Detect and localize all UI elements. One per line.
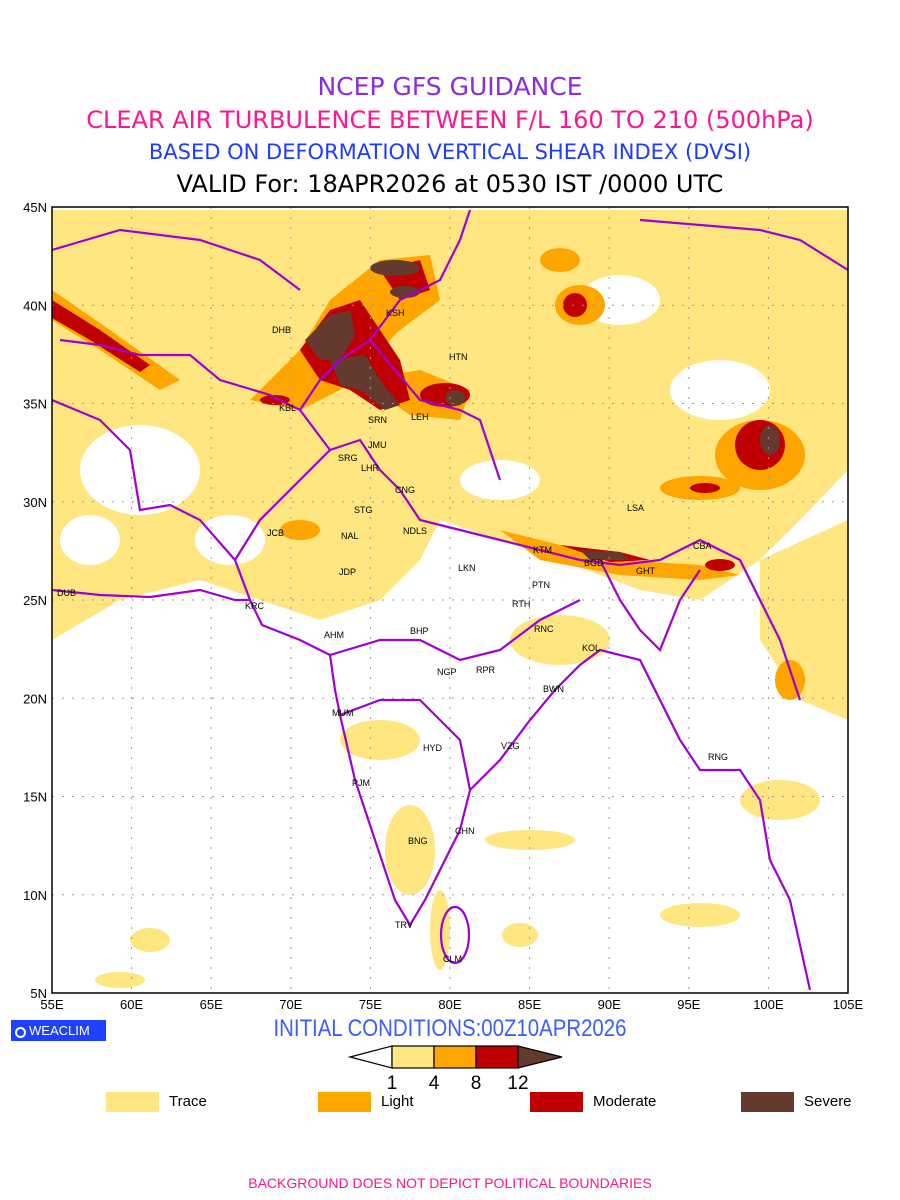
colorbar-tick: 8 xyxy=(471,1073,482,1094)
station-label: RNC xyxy=(534,624,554,634)
station-label: CHN xyxy=(455,826,475,836)
station-label: STG xyxy=(354,505,373,515)
lon-tick-label: 75E xyxy=(359,997,382,1012)
lon-tick-label: 105E xyxy=(833,997,864,1012)
station-label: KRC xyxy=(245,601,265,611)
lon-tick-label: 85E xyxy=(518,997,541,1012)
legend-swatch xyxy=(106,1092,159,1112)
lon-tick-label: 95E xyxy=(677,997,700,1012)
station-label: SRN xyxy=(368,415,387,425)
lat-tick-labels: 45N 40N 35N 30N 25N 20N 15N 10N 5N xyxy=(23,200,47,1001)
lon-tick-label: 100E xyxy=(753,997,784,1012)
disclaimer: BACKGROUND DOES NOT DEPICT POLITICAL BOU… xyxy=(248,1175,652,1191)
lat-tick-label: 40N xyxy=(23,298,47,313)
lon-tick-label: 90E xyxy=(598,997,621,1012)
severe-areas xyxy=(305,260,780,560)
logo-text: WEACLIM xyxy=(29,1023,90,1038)
plot-frame xyxy=(51,206,849,994)
station-label: KBL xyxy=(279,403,296,413)
colorbar-light xyxy=(433,1045,477,1069)
station-label: TRV xyxy=(395,920,413,930)
station-label: DUB xyxy=(57,588,76,598)
station-label: LHR xyxy=(361,463,380,473)
colorbar-trace xyxy=(391,1045,435,1069)
station-label: BNG xyxy=(408,836,428,846)
lat-tick-label: 25N xyxy=(23,593,47,608)
legend-label: Severe xyxy=(804,1093,852,1110)
logo-ring-icon xyxy=(15,1027,26,1038)
colorbar-tick: 1 xyxy=(387,1073,398,1094)
lat-tick-label: 20N xyxy=(23,691,47,706)
lon-tick-label: 65E xyxy=(200,997,223,1012)
legend-label: Trace xyxy=(169,1093,207,1110)
colorbar-ticks: 1 4 8 12 xyxy=(387,1073,529,1094)
station-label: AHM xyxy=(324,630,344,640)
colorbar-severe xyxy=(517,1045,563,1069)
lat-tick-label: 10N xyxy=(23,888,47,903)
station-label: CLM xyxy=(443,954,462,964)
colorbar xyxy=(347,1045,563,1069)
station-label: LSA xyxy=(627,503,644,513)
legend-swatch xyxy=(530,1092,583,1112)
station-label: CBA xyxy=(693,541,712,551)
station-label: LKN xyxy=(458,563,476,573)
station-labels: DHB KSH HTN KBL SRN LEH JMU SRG LHR CNG … xyxy=(57,308,728,964)
chart-subtitle: CLEAR AIR TURBULENCE BETWEEN F/L 160 TO … xyxy=(86,106,814,134)
colorbar-moderate xyxy=(475,1045,519,1069)
valid-time: VALID For: 18APR2026 at 0530 IST /0000 U… xyxy=(176,170,724,198)
legend-label: Light xyxy=(381,1093,414,1110)
station-label: DHB xyxy=(272,325,291,335)
station-label: PJM xyxy=(352,778,370,788)
station-label: BWN xyxy=(543,684,564,694)
station-label: HYD xyxy=(423,743,443,753)
lat-tick-label: 15N xyxy=(23,790,47,805)
lat-tick-label: 30N xyxy=(23,495,47,510)
station-label: HTN xyxy=(449,352,468,362)
colorbar-under xyxy=(347,1045,393,1069)
lat-tick-label: 35N xyxy=(23,397,47,412)
station-label: JMU xyxy=(368,440,387,450)
station-label: NDLS xyxy=(403,526,427,536)
boundaries xyxy=(52,209,848,991)
legend-swatch xyxy=(741,1092,794,1112)
weaclim-logo: WEACLIM xyxy=(11,1020,106,1041)
station-label: SRG xyxy=(338,453,358,463)
chart-title: NCEP GFS GUIDANCE xyxy=(317,72,583,101)
station-label: JDP xyxy=(339,567,356,577)
station-label: PTN xyxy=(532,580,550,590)
legend-swatch xyxy=(318,1092,371,1112)
station-label: RPR xyxy=(476,665,496,675)
colorbar-tick: 4 xyxy=(429,1073,440,1094)
station-label: KOL xyxy=(582,643,600,653)
station-label: BHP xyxy=(410,626,429,636)
lon-tick-label: 80E xyxy=(438,997,461,1012)
station-label: KSH xyxy=(386,308,405,318)
station-label: LEH xyxy=(411,412,429,422)
station-label: BGD xyxy=(584,558,604,568)
initial-conditions: INITIAL CONDITIONS:00Z10APR2026 xyxy=(273,1015,627,1042)
station-label: JCB xyxy=(267,528,284,538)
station-label: VZG xyxy=(501,741,520,751)
method-line: BASED ON DEFORMATION VERTICAL SHEAR INDE… xyxy=(148,140,752,164)
station-label: GHT xyxy=(636,566,656,576)
station-label: NGP xyxy=(437,667,457,677)
legend-label: Moderate xyxy=(593,1093,657,1110)
lon-tick-label: 70E xyxy=(279,997,302,1012)
station-label: NAL xyxy=(341,531,359,541)
lon-tick-label: 55E xyxy=(40,997,63,1012)
station-label: RNG xyxy=(708,752,728,762)
lat-tick-label: 5N xyxy=(30,986,47,1001)
station-label: KTM xyxy=(533,545,552,555)
station-label: RTH xyxy=(512,599,530,609)
lon-tick-label: 60E xyxy=(120,997,143,1012)
lat-tick-label: 45N xyxy=(23,200,47,215)
lon-tick-labels: 55E 60E 65E 70E 75E 80E 85E 90E 95E 100E 105E xyxy=(40,997,863,1012)
station-label: CNG xyxy=(395,485,415,495)
station-label: MUM xyxy=(332,708,354,718)
colorbar-tick: 12 xyxy=(507,1073,528,1094)
